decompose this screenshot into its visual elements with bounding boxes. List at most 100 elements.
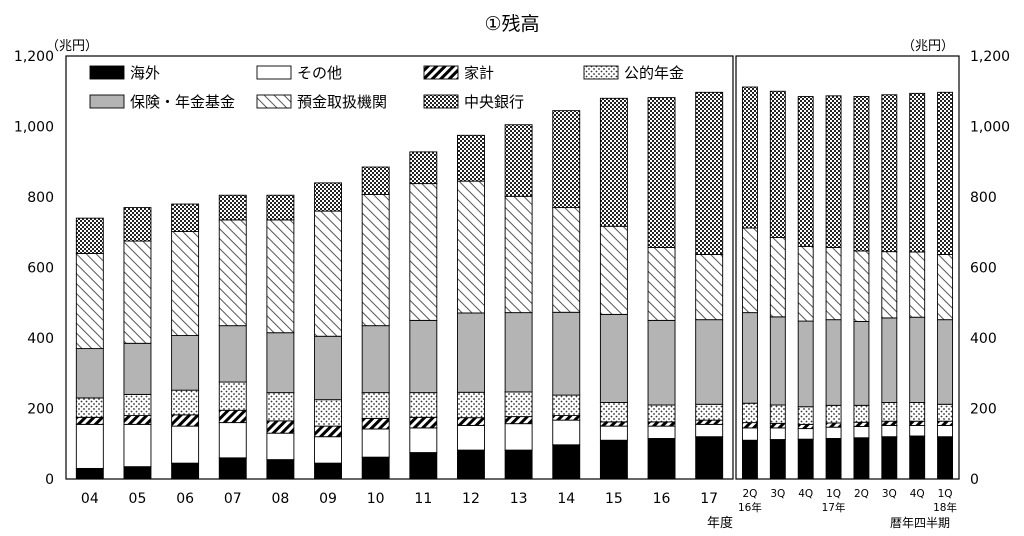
bar-segment bbox=[741, 427, 758, 441]
bar-segment bbox=[909, 402, 926, 422]
bar-segment bbox=[599, 439, 628, 480]
bar-segment bbox=[853, 96, 870, 252]
x-tick-label-annual: 08 bbox=[271, 491, 289, 507]
bar-segment bbox=[171, 425, 200, 464]
bar-segment bbox=[825, 95, 842, 248]
unit-right: （兆円） bbox=[902, 39, 954, 54]
bar-segment bbox=[75, 252, 104, 350]
bar-segment bbox=[909, 435, 926, 480]
x-tick-label-annual: 09 bbox=[319, 491, 337, 507]
bar-segment bbox=[797, 96, 814, 247]
bar-segment bbox=[504, 416, 533, 425]
bar-segment bbox=[123, 466, 152, 480]
bar-segment bbox=[741, 227, 758, 314]
bar-segment bbox=[937, 319, 954, 405]
plot-frame-quarterly bbox=[735, 55, 960, 480]
bar-segment bbox=[266, 219, 295, 334]
bar-segment bbox=[741, 439, 758, 480]
bar-segment bbox=[937, 403, 954, 422]
bar-segment bbox=[769, 237, 786, 318]
bar-segment bbox=[171, 231, 200, 336]
bar-segment bbox=[218, 422, 247, 459]
bar-segment bbox=[218, 194, 247, 221]
bar-segment bbox=[361, 166, 390, 195]
bar-segment bbox=[937, 254, 954, 321]
x-tick-label-quarter: 4Q bbox=[798, 488, 813, 500]
bar-segment bbox=[409, 392, 438, 418]
bar-segment bbox=[741, 86, 758, 229]
bar-segment bbox=[361, 392, 390, 419]
bar-segment bbox=[909, 420, 926, 426]
bar-segment bbox=[504, 449, 533, 480]
bar-segment bbox=[797, 245, 814, 322]
y-tick-label-right: 400 bbox=[970, 331, 997, 347]
bar-segment bbox=[825, 246, 842, 321]
bar-segment bbox=[825, 422, 842, 428]
bar-segment bbox=[504, 391, 533, 418]
y-axis-right: 0 200 400 600 800 1,000 1,200 bbox=[970, 49, 1010, 488]
bar-segment bbox=[599, 402, 628, 423]
legend-label: 公的年金 bbox=[624, 64, 684, 82]
bar-segment bbox=[853, 250, 870, 322]
bar-segment bbox=[218, 325, 247, 383]
bar-segment bbox=[881, 436, 898, 480]
bar-segment bbox=[695, 423, 724, 438]
bar-segment bbox=[314, 436, 342, 464]
y-tick-label-left: 400 bbox=[27, 331, 54, 347]
bar-segment bbox=[457, 417, 485, 426]
bar-segment bbox=[123, 240, 152, 344]
x-tick-label-year: 17年 bbox=[822, 501, 846, 514]
bar-segment bbox=[881, 424, 898, 438]
bar-segment bbox=[797, 423, 814, 430]
bar-segment bbox=[457, 424, 485, 451]
bar-segment bbox=[695, 254, 724, 321]
bar-segment bbox=[457, 449, 485, 480]
x-tick-label-quarter: 4Q bbox=[910, 488, 925, 500]
bar-segment bbox=[171, 203, 200, 232]
bar-segment bbox=[769, 439, 786, 480]
bar-segment bbox=[695, 419, 724, 425]
bar-segment bbox=[504, 124, 533, 197]
bar-segment bbox=[266, 420, 295, 434]
bar-segment bbox=[266, 459, 295, 480]
bar-segment bbox=[769, 427, 786, 440]
legend-label: 預金取扱機関 bbox=[297, 93, 387, 111]
bar-segment bbox=[504, 195, 533, 314]
bar-segment bbox=[853, 404, 870, 423]
bar-segment bbox=[409, 416, 438, 429]
bar-segment bbox=[314, 462, 342, 480]
bar-segment bbox=[123, 342, 152, 395]
bar-segment bbox=[171, 414, 200, 427]
bar-segment bbox=[881, 420, 898, 426]
bar-segment bbox=[171, 335, 200, 391]
bar-segment bbox=[504, 312, 533, 393]
x-tick-label-annual: 05 bbox=[129, 491, 147, 507]
bar-segment bbox=[361, 194, 390, 327]
bar-segment bbox=[647, 319, 676, 406]
bar-segment bbox=[361, 325, 390, 394]
x-axis-label-annual: 年度 bbox=[707, 515, 733, 531]
bar-segment bbox=[937, 91, 954, 255]
bar-segment bbox=[769, 316, 786, 406]
y-tick-label-left: 800 bbox=[27, 190, 54, 206]
bar-segment bbox=[75, 423, 104, 469]
bar-segment bbox=[75, 217, 104, 254]
bar-segment bbox=[909, 92, 926, 253]
bar-segment bbox=[599, 421, 628, 427]
bar-segment bbox=[266, 392, 295, 422]
x-tick-label-annual: 17 bbox=[700, 491, 718, 507]
y-tick-label-right: 1,200 bbox=[970, 49, 1010, 65]
bar-segment bbox=[552, 415, 581, 421]
unit-left: （兆円） bbox=[46, 39, 98, 54]
x-tick-label-annual: 15 bbox=[605, 491, 623, 507]
x-tick-label-quarter: 1Q bbox=[826, 488, 841, 500]
legend-swatch bbox=[89, 65, 125, 80]
x-tick-label-quarter: 3Q bbox=[770, 488, 785, 500]
bar-segment bbox=[599, 225, 628, 315]
bar-segment bbox=[797, 406, 814, 425]
bar-segment bbox=[599, 97, 628, 227]
y-tick-label-left: 600 bbox=[27, 261, 54, 277]
x-tick-label-annual: 14 bbox=[557, 491, 575, 507]
bar-segment bbox=[504, 423, 533, 451]
